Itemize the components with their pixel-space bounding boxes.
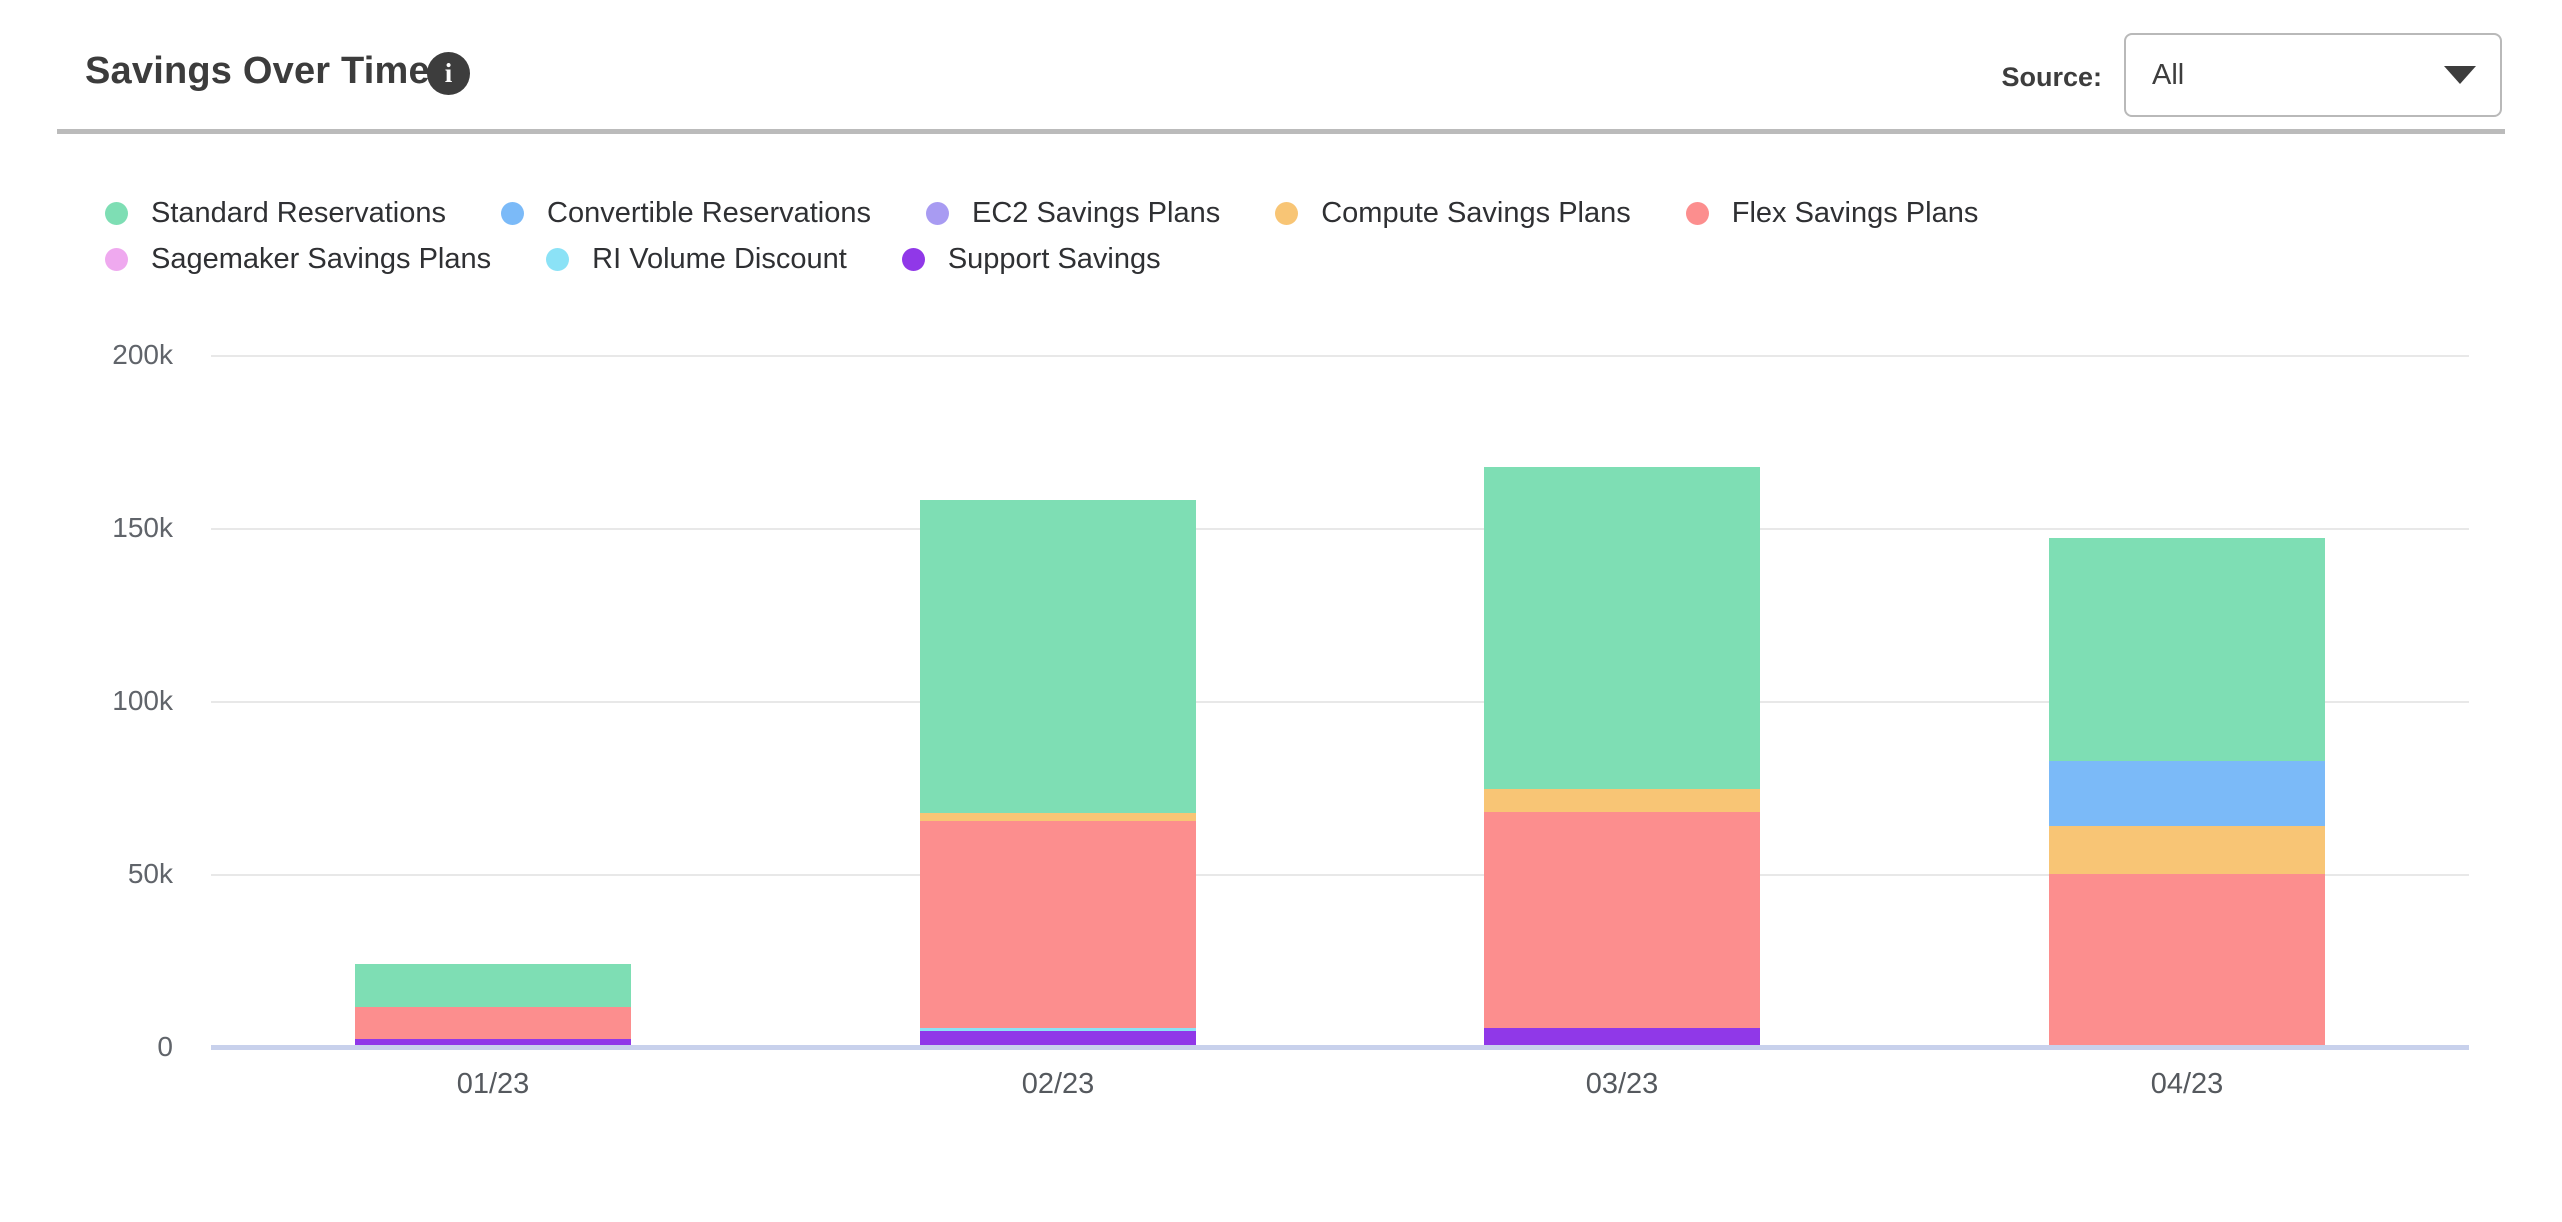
bar-segment-04-23-convertible-reservations[interactable]: [2049, 761, 2325, 826]
x-axis-tick-label: 01/23: [456, 1068, 530, 1100]
bar-segment-02-23-flex-savings-plans[interactable]: [920, 821, 1196, 1028]
chevron-down-icon: [2444, 66, 2476, 84]
legend-swatch-icon: [1275, 201, 1299, 225]
chart-legend: Standard Reservations Convertible Reserva…: [105, 190, 2465, 282]
legend-swatch-icon: [546, 247, 570, 271]
legend-item-compute-savings-plans[interactable]: Compute Savings Plans: [1275, 197, 1631, 230]
bar-segment-02-23-standard-reservations[interactable]: [920, 500, 1196, 813]
y-axis-tick-label: 150k: [112, 512, 173, 543]
legend-swatch-icon: [1685, 201, 1709, 225]
legend-swatch-icon: [901, 247, 925, 271]
source-dropdown-value: All: [2152, 58, 2185, 91]
legend-item-support-savings[interactable]: Support Savings: [901, 242, 1161, 276]
x-axis-tick-label: 04/23: [2150, 1068, 2224, 1100]
legend-label: Sagemaker Savings Plans: [151, 242, 492, 275]
x-axis-line: [211, 1045, 2469, 1050]
legend-swatch-icon: [105, 247, 128, 271]
legend-item-sagemaker-savings-plans[interactable]: Sagemaker Savings Plans: [105, 243, 491, 276]
legend-swatch-icon: [105, 201, 128, 225]
bar-segment-02-23-compute-savings-plans[interactable]: [920, 813, 1196, 821]
bar-segment-01-23-standard-reservations[interactable]: [355, 964, 631, 1007]
bar-segment-04-23-standard-reservations[interactable]: [2049, 538, 2325, 761]
y-axis-tick-label: 100k: [112, 685, 173, 716]
legend-item-ec2-savings-plans[interactable]: EC2 Savings Plans: [925, 196, 1221, 230]
bar-segment-04-23-compute-savings-plans[interactable]: [2049, 826, 2325, 874]
legend-label: Compute Savings Plans: [1321, 196, 1631, 229]
bar-segment-02-23-support-savings[interactable]: [920, 1031, 1196, 1048]
y-axis-tick-label: 200k: [112, 339, 173, 370]
legend-label: Support Savings: [947, 242, 1161, 275]
source-label: Source:: [2001, 62, 2102, 92]
legend-row: Sagemaker Savings Plans RI Volume Discoun…: [105, 236, 2465, 282]
y-gridline: [211, 701, 2469, 703]
bar-segment-01-23-flex-savings-plans[interactable]: [355, 1007, 631, 1039]
y-axis-tick-label: 50k: [127, 858, 173, 889]
header-divider: [57, 129, 2505, 134]
legend-swatch-icon: [501, 201, 524, 225]
legend-label: RI Volume Discount: [592, 242, 847, 275]
bar-segment-04-23-flex-savings-plans[interactable]: [2049, 874, 2325, 1048]
y-gridline: [211, 874, 2469, 876]
bar-segment-03-23-standard-reservations[interactable]: [1484, 467, 1760, 789]
y-gridline: [211, 528, 2469, 530]
bar-segment-03-23-flex-savings-plans[interactable]: [1484, 812, 1760, 1028]
legend-item-convertible-reservations[interactable]: Convertible Reservations: [501, 197, 871, 230]
y-axis-tick-label: 0: [157, 1031, 173, 1062]
legend-item-flex-savings-plans[interactable]: Flex Savings Plans: [1685, 196, 1979, 230]
legend-label: EC2 Savings Plans: [971, 196, 1221, 229]
x-axis-tick-label: 02/23: [1021, 1068, 1095, 1100]
bar-segment-01-23-support-savings[interactable]: [355, 1039, 631, 1048]
legend-label: Convertible Reservations: [547, 196, 871, 229]
x-axis-tick-label: 03/23: [1585, 1068, 1659, 1100]
source-dropdown[interactable]: All: [2124, 33, 2502, 117]
y-gridline: [211, 355, 2469, 357]
legend-item-standard-reservations[interactable]: Standard Reservations: [105, 197, 446, 230]
bar-segment-02-23-ri-volume-discount[interactable]: [920, 1028, 1196, 1031]
legend-label: Flex Savings Plans: [1731, 196, 1979, 229]
page-title: Savings Over Time: [85, 50, 430, 92]
info-icon[interactable]: [427, 52, 470, 95]
legend-item-ri-volume-discount[interactable]: RI Volume Discount: [546, 243, 847, 276]
bar-segment-03-23-compute-savings-plans[interactable]: [1484, 789, 1760, 812]
legend-row: Standard Reservations Convertible Reserva…: [105, 190, 2465, 236]
bar-segment-03-23-support-savings[interactable]: [1484, 1028, 1760, 1048]
legend-label: Standard Reservations: [151, 196, 446, 229]
legend-swatch-icon: [925, 201, 949, 225]
